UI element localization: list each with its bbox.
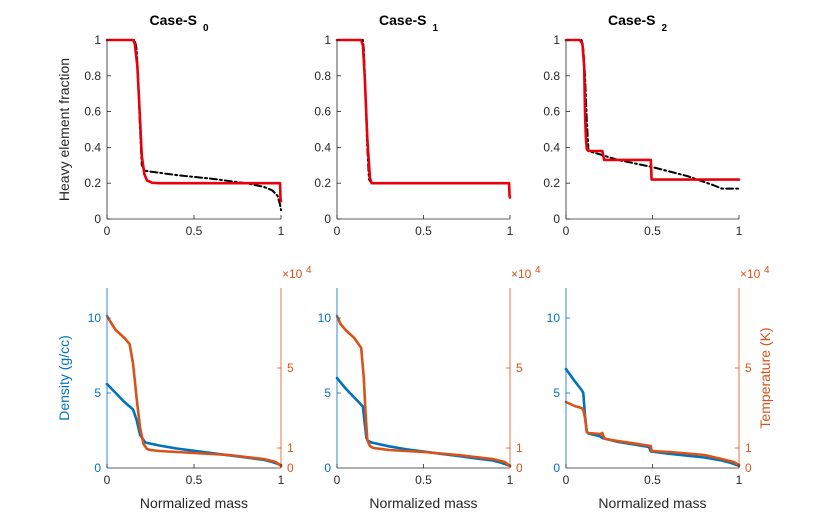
panel-title: Case-S: [150, 12, 197, 28]
y-tick-label: 0: [94, 212, 101, 226]
y-tick-label: 0: [324, 212, 331, 226]
x-tick-label: 1: [736, 473, 743, 487]
panel-title-subscript: 2: [662, 23, 668, 34]
y2-exponent: 4: [306, 265, 312, 276]
x-tick-label: 0.5: [186, 224, 203, 238]
y2-tick-label: 0: [745, 461, 752, 475]
x-tick-label: 0: [563, 224, 570, 238]
series-line-temperature: [564, 400, 741, 467]
y-tick-label: 0.6: [84, 105, 101, 119]
x-tick-label: 1: [278, 224, 285, 238]
x-axis-label: Normalized mass: [140, 495, 248, 511]
series-line-temperature: [335, 314, 512, 468]
y2-tick-label: 0: [516, 461, 523, 475]
x-tick-label: 0: [334, 224, 341, 238]
y2-multiplier: ×10: [740, 267, 761, 281]
y-tick-label: 0.4: [314, 140, 331, 154]
y-tick-label: 1: [553, 33, 560, 47]
y-tick-label: 0.4: [84, 140, 101, 154]
y2-tick-label: 5: [287, 361, 294, 375]
y2-multiplier: ×10: [282, 267, 303, 281]
y2-multiplier: ×10: [511, 267, 532, 281]
y-tick-label: 0.8: [314, 69, 331, 83]
x-tick-label: 0.5: [186, 473, 203, 487]
series-line-dashdot: [565, 39, 740, 190]
x-axis-label: Normalized mass: [598, 495, 706, 511]
y-tick-label: 5: [324, 386, 331, 400]
x-tick-label: 0.5: [415, 224, 432, 238]
y2-exponent: 4: [764, 265, 770, 276]
y-tick-label: 1: [324, 33, 331, 47]
y-axis-label: Density (g/cc): [56, 335, 72, 421]
y-tick-label: 5: [94, 386, 101, 400]
y-tick-label: 10: [547, 311, 561, 325]
panel-title: Case-S: [608, 12, 655, 28]
y-tick-label: 5: [553, 386, 560, 400]
series-line-solid: [335, 38, 512, 199]
x-tick-label: 0: [104, 473, 111, 487]
y-axis-label: Heavy element fraction: [56, 58, 72, 201]
x-tick-label: 0: [104, 224, 111, 238]
y-tick-label: 0.2: [543, 176, 560, 190]
x-tick-label: 1: [278, 473, 285, 487]
panel-title-subscript: 1: [433, 23, 439, 34]
y-tick-label: 0.8: [84, 69, 101, 83]
x-tick-label: 0.5: [644, 224, 661, 238]
y2-tick-label: 5: [745, 361, 752, 375]
y-tick-label: 1: [94, 33, 101, 47]
x-tick-label: 0.5: [644, 473, 661, 487]
y-tick-label: 0.2: [84, 176, 101, 190]
y2-tick-label: 0: [287, 461, 294, 475]
y2-tick-label: 1: [745, 441, 752, 455]
panel-title: Case-S: [379, 12, 426, 28]
series-line-density: [564, 367, 741, 468]
y-tick-label: 10: [318, 311, 332, 325]
y2-tick-label: 5: [516, 361, 523, 375]
y-tick-label: 0: [553, 461, 560, 475]
panel-1: 0 0.5 1 0 0.2 0.4 0.6 0.8 1 Case-S 0 Heavy element …: [56, 12, 285, 238]
x-tick-label: 1: [507, 224, 514, 238]
y-tick-label: 0.6: [314, 105, 331, 119]
series-line-solid: [105, 38, 283, 203]
y2-tick-label: 1: [287, 441, 294, 455]
x-tick-label: 1: [736, 224, 743, 238]
y-tick-label: 0.2: [314, 176, 331, 190]
y2-exponent: 4: [535, 265, 541, 276]
x-tick-label: 1: [507, 473, 514, 487]
panel-2: 0 0.5 1 0 0.2 0.4 0.6 0.8 1 Case-S 1: [314, 12, 513, 238]
y-tick-label: 0: [94, 461, 101, 475]
y-tick-label: 0.8: [543, 69, 560, 83]
y-tick-label: 0: [553, 212, 560, 226]
panel-3: 0 0.5 1 0 0.2 0.4 0.6 0.8 1 Case-S 2: [543, 12, 742, 238]
panel-title-subscript: 0: [203, 23, 209, 34]
series-line-density: [335, 376, 512, 468]
series-line-temperature: [105, 314, 283, 468]
series-line-dashdot: [106, 39, 282, 212]
y-tick-label: 0.4: [543, 140, 560, 154]
series-line-solid: [564, 38, 741, 181]
x-tick-label: 0: [334, 473, 341, 487]
x-tick-label: 0.5: [415, 473, 432, 487]
y-tick-label: 0.6: [543, 105, 560, 119]
x-axis-label: Normalized mass: [369, 495, 477, 511]
y2-tick-label: 1: [516, 441, 523, 455]
x-tick-label: 0: [563, 473, 570, 487]
y2-axis-label: Temperature (K): [757, 327, 773, 428]
y-tick-label: 10: [88, 311, 102, 325]
y-tick-label: 0: [324, 461, 331, 475]
